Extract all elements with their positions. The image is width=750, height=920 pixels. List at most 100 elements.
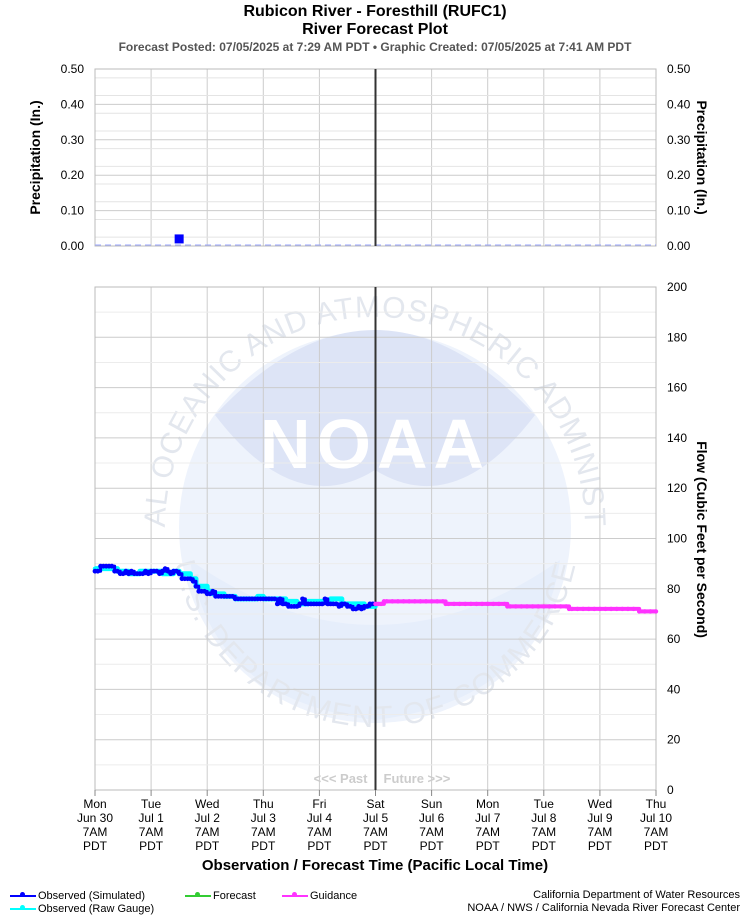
flow-xtick-label: 7AM bbox=[531, 825, 556, 839]
flow-ytick: 60 bbox=[667, 632, 681, 646]
flow-xtick-label: 7AM bbox=[644, 825, 669, 839]
flow-xtick-label: PDT bbox=[195, 839, 220, 853]
flow-xtick-label: Mon bbox=[476, 797, 499, 811]
series-point-guidance bbox=[491, 601, 496, 607]
flow-xtick-label: 7AM bbox=[419, 825, 444, 839]
flow-ytick: 140 bbox=[667, 431, 687, 445]
flow-xtick-label: PDT bbox=[139, 839, 164, 853]
flow-xtick-label: PDT bbox=[307, 839, 332, 853]
precip-ytick-right: 0.50 bbox=[667, 62, 691, 76]
series-point-observed-simulated bbox=[297, 601, 303, 607]
series-point-guidance bbox=[479, 601, 485, 607]
series-point-observed-simulated bbox=[193, 583, 199, 589]
watermark-logo-text: NOAA bbox=[260, 405, 490, 483]
flow-xtick-label: Wed bbox=[588, 797, 612, 811]
legend-label-observed-simulated: Observed (Simulated) bbox=[38, 890, 145, 902]
flow-xtick-label: Jul 1 bbox=[138, 811, 164, 825]
flow-ylabel: Flow (Cubic Feet per Second) bbox=[694, 441, 710, 638]
precip-ytick-right: 0.10 bbox=[667, 204, 691, 218]
series-point-observed-raw bbox=[328, 596, 333, 602]
series-point-guidance bbox=[519, 604, 524, 609]
flow-xtick-label: Thu bbox=[253, 797, 274, 811]
series-point-observed-simulated bbox=[319, 601, 325, 607]
chart-subtitle: River Forecast Plot bbox=[302, 21, 448, 38]
flow-xtick-label: 7AM bbox=[195, 825, 220, 839]
series-point-guidance bbox=[642, 609, 647, 614]
flow-xtick-label: PDT bbox=[364, 839, 389, 853]
series-point-guidance bbox=[435, 599, 440, 604]
flow-xtick-label: Sat bbox=[366, 797, 385, 811]
series-point-guidance bbox=[535, 604, 541, 609]
series-point-observed-simulated bbox=[277, 596, 283, 602]
series-point-guidance bbox=[406, 599, 412, 604]
series-point-guidance bbox=[541, 604, 546, 609]
flow-xtick-label: Tue bbox=[534, 797, 555, 811]
credit-agency-line: California Department of Water Resources bbox=[533, 889, 740, 901]
series-point-observed-simulated bbox=[210, 588, 216, 594]
series-point-guidance bbox=[513, 604, 518, 609]
legend-dot-guidance bbox=[292, 892, 297, 897]
series-point-guidance bbox=[552, 604, 558, 609]
series-point-observed-simulated bbox=[272, 596, 277, 602]
precip-ytick-left: 0.00 bbox=[61, 239, 85, 253]
flow-xtick-label: 7AM bbox=[588, 825, 613, 839]
flow-xtick-label: PDT bbox=[532, 839, 557, 853]
series-layer bbox=[92, 234, 659, 614]
flow-xtick-label: Jul 4 bbox=[307, 811, 333, 825]
legend-label-forecast: Forecast bbox=[213, 890, 256, 902]
flow-xtick-label: Jul 2 bbox=[195, 811, 221, 825]
series-point-guidance bbox=[429, 599, 434, 604]
series-point-guidance bbox=[468, 601, 474, 607]
series-point-guidance bbox=[457, 601, 462, 607]
precip-ytick-left: 0.20 bbox=[61, 168, 85, 182]
flow-xtick-label: 7AM bbox=[139, 825, 164, 839]
precip-ytick-left: 0.40 bbox=[61, 97, 85, 111]
posted-created-line: Forecast Posted: 07/05/2025 at 7:29 AM P… bbox=[118, 40, 632, 54]
flow-xtick-label: Thu bbox=[646, 797, 667, 811]
series-point-guidance bbox=[440, 599, 446, 604]
series-point-guidance bbox=[564, 604, 569, 609]
series-point-guidance bbox=[592, 606, 597, 612]
series-point-guidance bbox=[412, 599, 417, 604]
flow-xtick-label: 7AM bbox=[83, 825, 108, 839]
series-point-guidance bbox=[569, 606, 575, 612]
flow-xtick-label: 7AM bbox=[307, 825, 332, 839]
flow-xtick-label: PDT bbox=[644, 839, 669, 853]
flow-xtick-label: Jul 9 bbox=[587, 811, 613, 825]
flow-xtick-label: Sun bbox=[421, 797, 442, 811]
series-point-guidance bbox=[558, 604, 563, 609]
future-label: Future >>> bbox=[384, 771, 451, 786]
series-point-guidance bbox=[603, 606, 608, 612]
flow-ytick: 120 bbox=[667, 481, 687, 495]
flow-xtick-label: Jul 3 bbox=[251, 811, 277, 825]
series-point-guidance bbox=[631, 606, 636, 612]
flow-xtick-label: Jul 8 bbox=[531, 811, 557, 825]
series-point-observed-simulated bbox=[300, 596, 305, 602]
flow-xtick-label: 7AM bbox=[475, 825, 500, 839]
series-point-observed-simulated bbox=[190, 578, 196, 584]
credits: California Department of Water Resources… bbox=[467, 889, 740, 915]
series-point-guidance bbox=[620, 606, 625, 612]
precip-point bbox=[174, 234, 184, 244]
series-point-guidance bbox=[384, 599, 389, 604]
flow-xlabel: Observation / Forecast Time (Pacific Loc… bbox=[202, 857, 548, 874]
flow-xtick-label: Wed bbox=[195, 797, 219, 811]
series-point-guidance bbox=[496, 601, 502, 607]
series-point-guidance bbox=[648, 609, 653, 614]
precip-ytick-left: 0.30 bbox=[61, 133, 85, 147]
series-point-guidance bbox=[636, 609, 642, 614]
flow-xtick-label: PDT bbox=[83, 839, 108, 853]
flow-xtick-label: Jul 10 bbox=[640, 811, 672, 825]
precip-ytick-right: 0.20 bbox=[667, 168, 691, 182]
flow-ytick: 100 bbox=[667, 532, 687, 546]
flow-xtick-label: 7AM bbox=[251, 825, 276, 839]
series-point-guidance bbox=[580, 606, 586, 612]
noaa-watermark: NOAANATIONAL OCEANIC AND ATMOSPHERIC ADM… bbox=[0, 0, 610, 734]
legend-dot-observed-raw bbox=[20, 905, 25, 910]
series-point-guidance bbox=[378, 601, 384, 607]
series-point-guidance bbox=[597, 606, 603, 612]
flow-xtick-label: PDT bbox=[251, 839, 276, 853]
flow-xtick-label: Jun 30 bbox=[77, 811, 113, 825]
flow-ytick: 200 bbox=[667, 280, 687, 294]
